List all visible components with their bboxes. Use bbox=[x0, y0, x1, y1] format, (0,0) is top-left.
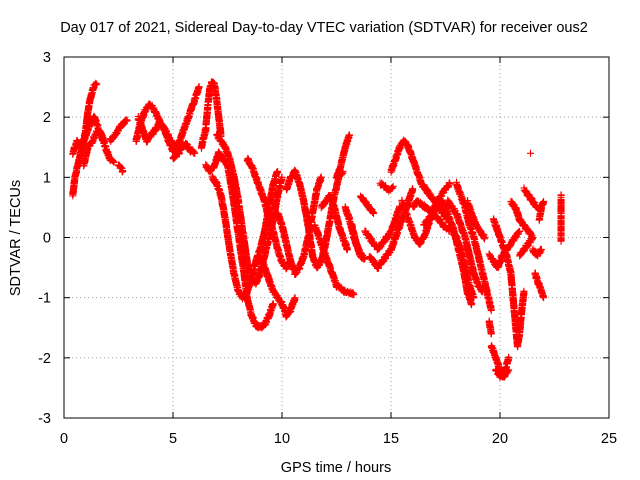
y-tick-label: 3 bbox=[43, 50, 51, 66]
x-tick-label: 20 bbox=[492, 431, 508, 447]
y-tick-label: 1 bbox=[43, 170, 51, 186]
x-tick-label: 10 bbox=[274, 431, 290, 447]
x-tick-label: 0 bbox=[60, 431, 68, 447]
y-tick-label: 0 bbox=[43, 231, 51, 247]
tick-labels: 0 5 10 15 20 25 -3 -2 -1 0 1 2 3 bbox=[38, 50, 617, 447]
y-tick-label: -2 bbox=[38, 351, 51, 367]
plot-area bbox=[69, 78, 565, 381]
data-point bbox=[110, 158, 118, 166]
axis-ticks bbox=[63, 56, 610, 419]
chart-title: Day 017 of 2021, Sidereal Day-to-day VTE… bbox=[60, 20, 588, 36]
x-tick-label: 25 bbox=[601, 431, 617, 447]
y-tick-label: -3 bbox=[38, 411, 51, 427]
data-point bbox=[93, 80, 101, 88]
x-tick-label: 5 bbox=[169, 431, 177, 447]
x-tick-label: 15 bbox=[383, 431, 399, 447]
y-tick-label: 2 bbox=[43, 110, 51, 126]
y-tick-label: -1 bbox=[38, 291, 51, 307]
